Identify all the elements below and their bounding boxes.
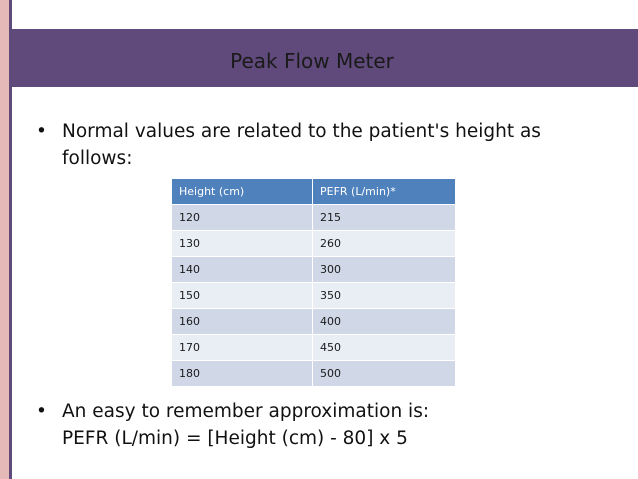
cell-height: 170 [171, 334, 313, 361]
title-band [12, 29, 638, 87]
cell-height: 160 [171, 308, 313, 335]
cell-height: 140 [171, 256, 313, 283]
header-pefr: PEFR (L/min)* [312, 178, 456, 205]
table-row: 130 260 [171, 230, 456, 257]
cell-pefr: 300 [312, 256, 456, 283]
pefr-table: Height (cm) PEFR (L/min)* 120 215 130 26… [171, 178, 456, 387]
cell-pefr: 500 [312, 360, 456, 387]
cell-pefr: 260 [312, 230, 456, 257]
left-accent-stripe [9, 0, 12, 479]
table-row: 170 450 [171, 334, 456, 361]
cell-height: 130 [171, 230, 313, 257]
table-row: 150 350 [171, 282, 456, 309]
bullet-line: An easy to remember approximation is: [62, 401, 430, 422]
cell-pefr: 215 [312, 204, 456, 231]
cell-height: 150 [171, 282, 313, 309]
cell-pefr: 350 [312, 282, 456, 309]
slide-title: Peak Flow Meter [230, 49, 394, 73]
formula-line: PEFR (L/min) = [Height (cm) - 80] x 5 [62, 428, 408, 449]
left-decorative-bar [0, 0, 9, 479]
cell-pefr: 400 [312, 308, 456, 335]
table-header-row: Height (cm) PEFR (L/min)* [171, 178, 456, 205]
bullet-line: follows: [62, 148, 133, 169]
cell-height: 180 [171, 360, 313, 387]
bullet-normal-values: • Normal values are related to the patie… [36, 118, 616, 172]
bullet-approximation: • An easy to remember approximation is: … [36, 398, 616, 452]
bullet-marker: • [36, 121, 47, 142]
cell-pefr: 450 [312, 334, 456, 361]
bullet-line: Normal values are related to the patient… [62, 121, 541, 142]
table-row: 120 215 [171, 204, 456, 231]
table-row: 180 500 [171, 360, 456, 387]
table-row: 160 400 [171, 308, 456, 335]
cell-height: 120 [171, 204, 313, 231]
bullet-marker: • [36, 401, 47, 422]
table-row: 140 300 [171, 256, 456, 283]
header-height: Height (cm) [171, 178, 313, 205]
